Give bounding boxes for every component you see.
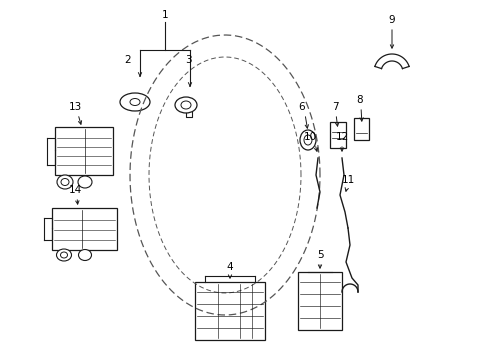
Text: 2: 2 bbox=[124, 55, 131, 65]
Text: 4: 4 bbox=[226, 262, 233, 272]
Ellipse shape bbox=[79, 249, 91, 261]
FancyBboxPatch shape bbox=[195, 282, 264, 340]
Ellipse shape bbox=[181, 101, 191, 109]
Text: 11: 11 bbox=[341, 175, 354, 185]
Ellipse shape bbox=[61, 252, 67, 258]
FancyBboxPatch shape bbox=[297, 272, 341, 330]
FancyBboxPatch shape bbox=[353, 118, 368, 140]
Ellipse shape bbox=[120, 93, 150, 111]
Ellipse shape bbox=[130, 99, 140, 105]
Text: 1: 1 bbox=[162, 10, 168, 20]
Text: 8: 8 bbox=[356, 95, 363, 105]
Ellipse shape bbox=[78, 176, 92, 188]
Text: 6: 6 bbox=[298, 102, 305, 112]
FancyBboxPatch shape bbox=[52, 208, 117, 250]
FancyBboxPatch shape bbox=[329, 122, 346, 148]
FancyBboxPatch shape bbox=[55, 127, 113, 175]
Text: 12: 12 bbox=[335, 132, 348, 142]
Text: 13: 13 bbox=[68, 102, 81, 112]
Text: 5: 5 bbox=[316, 250, 323, 260]
Ellipse shape bbox=[57, 175, 73, 189]
Ellipse shape bbox=[57, 249, 71, 261]
Ellipse shape bbox=[175, 97, 197, 113]
Text: 7: 7 bbox=[331, 102, 338, 112]
Text: 14: 14 bbox=[68, 185, 81, 195]
Ellipse shape bbox=[299, 130, 315, 150]
Ellipse shape bbox=[61, 179, 69, 185]
Text: 10: 10 bbox=[303, 132, 316, 142]
Ellipse shape bbox=[304, 135, 311, 145]
Text: 9: 9 bbox=[388, 15, 394, 25]
Text: 3: 3 bbox=[184, 55, 191, 65]
